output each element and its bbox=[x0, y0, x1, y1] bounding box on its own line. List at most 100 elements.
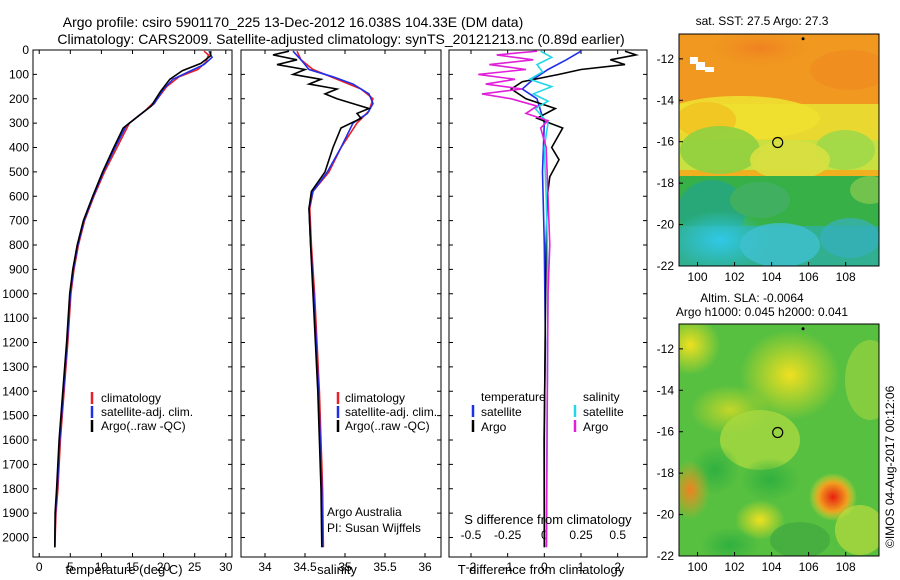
argo-australia-text: Argo Australia bbox=[327, 505, 402, 519]
x-tick-label: 2 bbox=[614, 560, 621, 574]
s-tick-label: 0.5 bbox=[609, 528, 626, 542]
y-tick-label: 100 bbox=[9, 67, 29, 81]
map-x-tick-label: 100 bbox=[688, 270, 708, 284]
map-x-tick-label: 108 bbox=[836, 560, 856, 574]
difference-legend: temperature salinity satellite Argo sate… bbox=[471, 390, 624, 434]
temperature-legend: climatology satellite-adj. clim. Argo(..… bbox=[90, 391, 193, 433]
map-y-tick-label: -18 bbox=[657, 176, 675, 190]
series-line bbox=[292, 50, 374, 548]
legend-label-argo: Argo(..raw -QC) bbox=[345, 419, 430, 433]
y-tick-label: 1300 bbox=[2, 360, 29, 374]
x-tick-label: 20 bbox=[157, 560, 171, 574]
map-y-tick-label: -12 bbox=[657, 342, 675, 356]
x-tick-label: -1 bbox=[502, 560, 513, 574]
sla-map-title-1: Altim. SLA: -0.0064 bbox=[700, 291, 804, 305]
series-line bbox=[296, 50, 374, 548]
y-tick-label: 200 bbox=[9, 92, 29, 106]
map-y-tick-label: -16 bbox=[657, 425, 675, 439]
x-tick-label: 30 bbox=[219, 560, 233, 574]
map-x-tick-label: 106 bbox=[799, 560, 819, 574]
legend-label-t-argo: Argo bbox=[481, 420, 507, 434]
salinity-panel: 34 34.5 35 35.5 36 bbox=[240, 49, 442, 574]
title-line-2: Climatology: CARS2009. Satellite-adjuste… bbox=[57, 31, 624, 47]
x-tick-label: 25 bbox=[188, 560, 202, 574]
x-tick-label: 35.5 bbox=[373, 560, 397, 574]
y-tick-label: 500 bbox=[9, 165, 29, 179]
legend-label-satellite: satellite-adj. clim. bbox=[345, 405, 437, 419]
map-y-tick-label: -22 bbox=[657, 259, 675, 273]
sla-map-frame bbox=[678, 323, 880, 557]
sla-map bbox=[679, 324, 879, 556]
difference-xlabel: T difference from climatology bbox=[458, 562, 625, 577]
map-y-tick-label: -20 bbox=[657, 508, 675, 522]
map-x-tick-label: 102 bbox=[725, 560, 745, 574]
sst-map-frame bbox=[678, 33, 880, 267]
sla-map-axes: 100 102 104 106 108 -12 -14 -16 -18 -20 -22 bbox=[657, 342, 856, 574]
y-tick-label: 0 bbox=[22, 43, 29, 57]
series-line bbox=[520, 50, 582, 548]
sst-map-axes: 100 102 104 106 108 -12 -14 -16 -18 -20 -22 bbox=[657, 52, 856, 284]
argo-position-marker bbox=[772, 426, 784, 439]
imos-credit: ©IMOS 04-Aug-2017 00:12:06 bbox=[883, 385, 897, 548]
y-tick-label: 1800 bbox=[2, 482, 29, 496]
plot-frame bbox=[240, 49, 442, 558]
y-tick-label: 800 bbox=[9, 238, 29, 252]
map-y-tick-label: -14 bbox=[657, 93, 675, 107]
series-line bbox=[527, 50, 555, 548]
difference-top-label: S difference from climatology bbox=[464, 512, 632, 527]
legend-label-climatology: climatology bbox=[101, 391, 161, 405]
temperature-panel: 0100200300400500600700800900100011001200… bbox=[2, 43, 232, 574]
x-tick-label: 15 bbox=[126, 560, 140, 574]
plot-frame bbox=[32, 49, 233, 558]
sla-map-title-2: Argo h1000: 0.045 h2000: 0.041 bbox=[676, 305, 848, 319]
legend-label-satellite: satellite-adj. clim. bbox=[101, 405, 193, 419]
map-x-tick-label: 104 bbox=[762, 560, 782, 574]
x-tick-label: 1 bbox=[578, 560, 585, 574]
series-line bbox=[272, 50, 372, 548]
series-line bbox=[509, 50, 640, 548]
legend-label-argo: Argo(..raw -QC) bbox=[101, 419, 186, 433]
s-tick-label: 0.25 bbox=[569, 528, 593, 542]
y-tick-label: 1200 bbox=[2, 336, 29, 350]
x-tick-label: 34.5 bbox=[293, 560, 317, 574]
y-tick-label: 700 bbox=[9, 214, 29, 228]
map-y-tick-label: -22 bbox=[657, 549, 675, 563]
x-tick-label: 34 bbox=[258, 560, 272, 574]
island-marker bbox=[801, 327, 805, 331]
s-tick-label: -0.25 bbox=[494, 528, 522, 542]
map-y-tick-label: -12 bbox=[657, 52, 675, 66]
s-tick-label: -0.5 bbox=[461, 528, 482, 542]
map-x-tick-label: 104 bbox=[762, 270, 782, 284]
y-tick-label: 400 bbox=[9, 141, 29, 155]
map-x-tick-label: 108 bbox=[836, 270, 856, 284]
y-tick-label: 300 bbox=[9, 116, 29, 130]
legend-title-salinity: salinity bbox=[583, 390, 620, 404]
map-y-tick-label: -14 bbox=[657, 383, 675, 397]
difference-panel: -2 -1 0 1 2-0.5 -0.25 0 0.25 0.5 bbox=[448, 49, 648, 574]
series-line bbox=[54, 50, 210, 548]
series-line bbox=[54, 50, 214, 548]
map-x-tick-label: 100 bbox=[688, 560, 708, 574]
y-tick-label: 1700 bbox=[2, 457, 29, 471]
map-y-tick-label: -16 bbox=[657, 135, 675, 149]
map-y-tick-label: -20 bbox=[657, 218, 675, 232]
y-tick-label: 1400 bbox=[2, 384, 29, 398]
map-x-tick-label: 102 bbox=[725, 270, 745, 284]
legend-label-s-satellite: satellite bbox=[583, 405, 624, 419]
map-y-tick-label: -18 bbox=[657, 466, 675, 480]
temperature-xlabel: temperature (deg C) bbox=[65, 562, 182, 577]
x-tick-label: 5 bbox=[67, 560, 74, 574]
sst-map-title: sat. SST: 27.5 Argo: 27.3 bbox=[696, 14, 829, 28]
salinity-xlabel: salinity bbox=[317, 562, 357, 577]
series-line bbox=[478, 50, 551, 548]
legend-label-s-argo: Argo bbox=[583, 420, 609, 434]
title-line-1: Argo profile: csiro 5901170_225 13-Dec-2… bbox=[63, 14, 523, 30]
sst-map bbox=[679, 34, 879, 266]
y-tick-label: 1500 bbox=[2, 409, 29, 423]
x-tick-label: 0 bbox=[541, 560, 548, 574]
map-x-tick-label: 106 bbox=[799, 270, 819, 284]
land-mask bbox=[690, 57, 714, 72]
x-tick-label: 0 bbox=[36, 560, 43, 574]
legend-label-climatology: climatology bbox=[345, 391, 405, 405]
